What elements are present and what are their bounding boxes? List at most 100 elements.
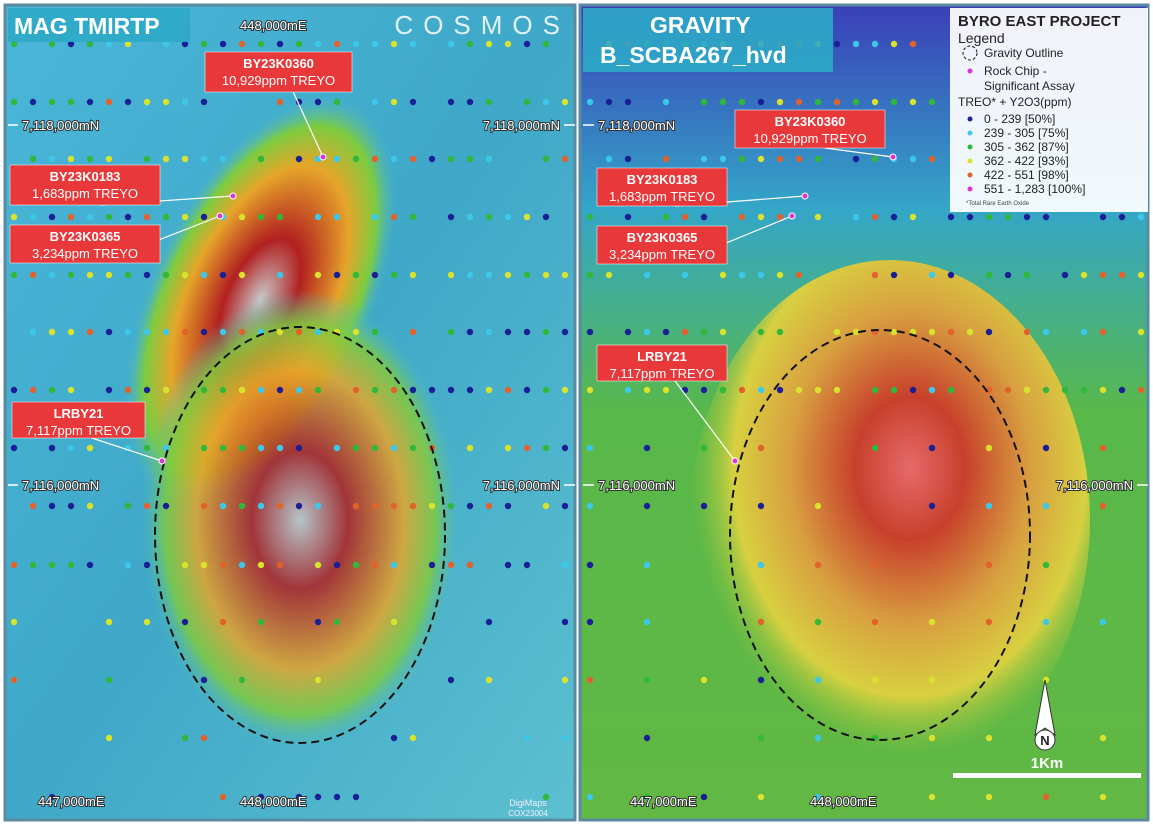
sample-dot (795, 386, 803, 394)
sample-dot (48, 793, 56, 801)
gravity-outline (154, 326, 446, 744)
sample-dot (143, 155, 151, 163)
sample-dot (48, 561, 56, 569)
sample-dot (409, 444, 417, 452)
sample-dot (447, 502, 455, 510)
sample-dot (219, 328, 227, 336)
sample-dot (1137, 271, 1145, 279)
sample-dot (390, 386, 398, 394)
sample-dot (485, 40, 493, 48)
callout-assay: 3,234ppm TREYO (609, 247, 715, 262)
sample-dot (200, 328, 208, 336)
sample-dot (757, 676, 765, 684)
sample-dot (48, 271, 56, 279)
sample-dot (409, 734, 417, 742)
sample-dot (523, 386, 531, 394)
legend-class: 551 - 1,283 [100%] (984, 182, 1085, 196)
sample-dot (200, 98, 208, 106)
sample-dot (928, 271, 936, 279)
sample-dot (67, 386, 75, 394)
sample-dot (871, 213, 879, 221)
mag-anomaly (140, 290, 460, 750)
sample-dot (928, 618, 936, 626)
sample-dot (985, 734, 993, 742)
sample-dot (561, 386, 569, 394)
sample-dot (1061, 386, 1069, 394)
coord-label: 447,000mE (630, 794, 697, 809)
sample-dot (29, 271, 37, 279)
sample-dot (371, 328, 379, 336)
sample-dot (909, 40, 917, 48)
legend-item: Rock Chip - (984, 64, 1047, 78)
sample-dot (390, 502, 398, 510)
sample-dot (352, 155, 360, 163)
sample-dot (814, 386, 822, 394)
sample-dot (523, 328, 531, 336)
sample-dot (181, 618, 189, 626)
sample-dot (200, 444, 208, 452)
sample-dot (219, 271, 227, 279)
sample-dot (86, 502, 94, 510)
sample-dot (776, 213, 784, 221)
sample-dot (643, 561, 651, 569)
sample-dot (105, 40, 113, 48)
sample-dot (909, 155, 917, 163)
sample-dot (67, 271, 75, 279)
sample-dot (1137, 213, 1145, 221)
sample-dot (1042, 386, 1050, 394)
sample-dot (48, 98, 56, 106)
sample-dot (29, 502, 37, 510)
sample-dot (757, 155, 765, 163)
sample-dot (371, 213, 379, 221)
sample-dot (814, 502, 822, 510)
panel-title: GRAVITY (650, 12, 751, 38)
sample-dot (586, 676, 594, 684)
sample-dot (10, 40, 18, 48)
sample-dot (200, 213, 208, 221)
sample-dot (485, 328, 493, 336)
sample-dot (447, 155, 455, 163)
sample-dot (561, 444, 569, 452)
sample-dot (371, 502, 379, 510)
sample-dot (105, 386, 113, 394)
legend-item: Gravity Outline (984, 46, 1064, 60)
sample-dot (1099, 386, 1107, 394)
sample-dot (1099, 271, 1107, 279)
sample-dot (181, 734, 189, 742)
sample-dot (542, 444, 550, 452)
sample-dot (681, 328, 689, 336)
sample-dot (390, 98, 398, 106)
sample-dot (86, 213, 94, 221)
sample-dot (561, 676, 569, 684)
sample-dot (409, 328, 417, 336)
sample-dot (143, 502, 151, 510)
sample-dot (105, 618, 113, 626)
sample-dot (814, 793, 822, 801)
sample-dot (447, 676, 455, 684)
sample-dot (871, 386, 879, 394)
sample-dot (314, 502, 322, 510)
sample-dot (352, 561, 360, 569)
sample-dot (523, 40, 531, 48)
sample-dot (662, 155, 670, 163)
sample-dot (162, 155, 170, 163)
sample-dot (1099, 328, 1107, 336)
sample-dot (181, 561, 189, 569)
sample-dot (1080, 386, 1088, 394)
sample-dot (352, 386, 360, 394)
sample-dot (200, 40, 208, 48)
sample-dot (143, 386, 151, 394)
sample-dot (662, 213, 670, 221)
sample-dot (985, 793, 993, 801)
coord-label: 7,116,000mN (1056, 478, 1133, 493)
legend-swatch (967, 172, 973, 178)
sample-dot (295, 502, 303, 510)
sample-dot (67, 155, 75, 163)
sample-dot (1099, 734, 1107, 742)
sample-dot (105, 98, 113, 106)
sample-dot (643, 328, 651, 336)
sample-dot (814, 98, 822, 106)
sample-dot (871, 676, 879, 684)
sample-dot (219, 40, 227, 48)
sample-dot (586, 561, 594, 569)
